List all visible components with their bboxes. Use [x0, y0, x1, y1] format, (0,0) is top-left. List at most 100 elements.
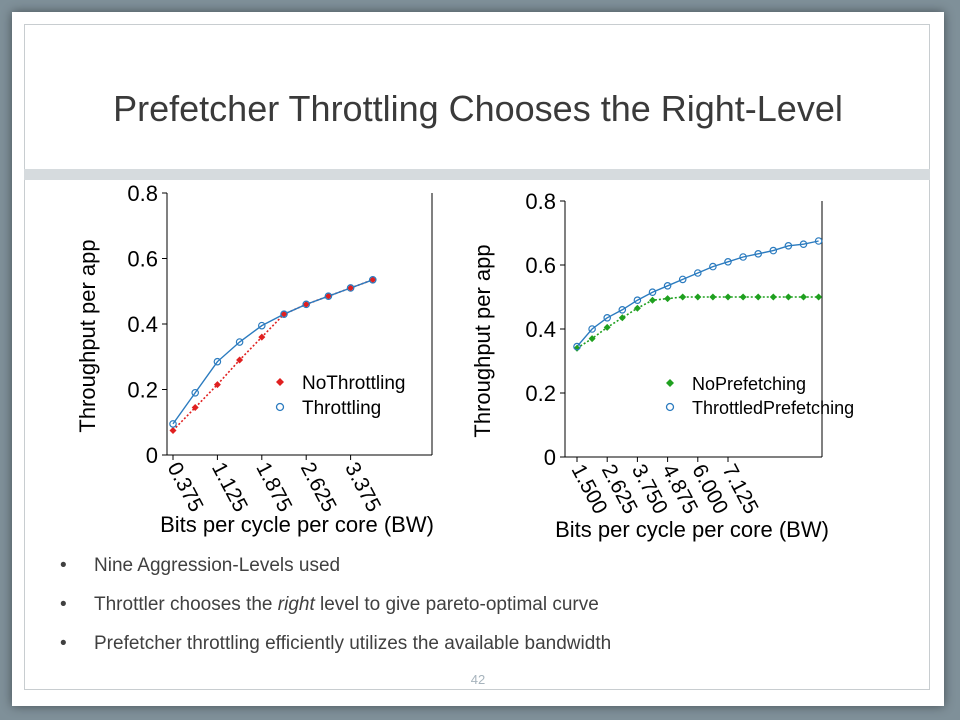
data-point: [633, 296, 642, 305]
legend-marker-nothrottling: [276, 378, 284, 386]
y-tick-label: 0.4: [525, 317, 556, 342]
legend-label-nothrottling: NoThrottling: [302, 373, 406, 394]
data-point: [709, 293, 717, 301]
bullet-text-post: level to give pareto-optimal curve: [314, 594, 599, 615]
data-point: [664, 295, 672, 303]
data-point: [814, 237, 823, 245]
chart-left-xlabel: Bits per cycle per core (BW): [160, 512, 434, 537]
data-point: [693, 269, 702, 277]
data-point: [724, 293, 732, 301]
data-point: [649, 296, 656, 304]
chart-right-y-ticks: 0 0.2 0.4 0.6 0.8: [525, 189, 565, 470]
data-point: [213, 381, 221, 389]
chart-left: Throughput per app Bits per cycle per co…: [75, 181, 434, 537]
bullet-dot: •: [60, 555, 67, 576]
x-tick-label: 0.375: [163, 459, 208, 516]
slide-frame: [24, 24, 930, 690]
chart-left-x-ticks: 0.375 1.125 1.875 2.625 3.375: [163, 455, 385, 516]
data-point: [784, 293, 792, 301]
x-tick-label: 1.125: [207, 459, 252, 516]
chart-right-legend: NoPrefetching ThrottledPrefetching: [665, 374, 854, 418]
data-point: [368, 275, 377, 284]
y-tick-label: 0.8: [127, 181, 158, 206]
legend-label-throttling: Throttling: [302, 398, 381, 419]
data-point: [588, 325, 596, 333]
legend-label-throttledprefetching: ThrottledPrefetching: [692, 398, 854, 418]
data-point: [258, 321, 266, 330]
data-point: [235, 338, 244, 346]
legend-marker-noprefetching: [666, 379, 674, 387]
slide-title: Prefetcher Throttling Chooses the Right-…: [113, 88, 843, 129]
data-point: [754, 250, 763, 258]
bullet-item: • Throttler chooses the right level to g…: [60, 593, 611, 632]
data-point: [648, 288, 657, 297]
bullet-list: • Nine Aggression-Levels used • Throttle…: [60, 554, 611, 671]
title-divider-bar: [24, 169, 930, 180]
data-point: [678, 275, 687, 284]
bullet-dot: •: [60, 633, 67, 654]
bullet-item: • Prefetcher throttling efficiently util…: [60, 632, 611, 671]
bullet-text: Nine Aggression-Levels used: [94, 555, 341, 576]
page-number: 42: [470, 672, 486, 687]
data-point: [679, 293, 687, 301]
y-tick-label: 0.6: [525, 253, 556, 278]
bullet-dot: •: [60, 594, 67, 615]
data-point: [302, 300, 310, 308]
data-point: [573, 342, 581, 351]
data-point: [258, 333, 266, 341]
data-point: [169, 426, 177, 434]
legend-marker-throttledprefetching: [665, 402, 675, 412]
data-point: [769, 293, 777, 301]
chart-right-plot: [564, 201, 823, 458]
data-point: [754, 293, 762, 301]
data-point: [191, 388, 200, 397]
legend-marker-throttling: [275, 402, 285, 412]
data-point: [324, 292, 332, 300]
y-tick-label: 0.6: [127, 247, 158, 272]
data-point: [346, 284, 355, 292]
bullet-text: Prefetcher throttling efficiently utiliz…: [94, 633, 612, 654]
y-tick-label: 0: [544, 445, 556, 470]
data-point: [724, 258, 732, 266]
y-tick-label: 0.2: [127, 378, 158, 403]
data-point: [213, 357, 222, 366]
chart-left-ylabel: Throughput per app: [75, 239, 100, 432]
data-point: [603, 313, 612, 322]
data-point: [588, 335, 596, 343]
data-point: [347, 284, 355, 292]
data-point: [369, 276, 377, 284]
legend-label-noprefetching: NoPrefetching: [692, 374, 806, 394]
data-point: [280, 310, 288, 318]
data-point: [769, 246, 778, 255]
y-tick-label: 0.8: [525, 189, 556, 214]
data-point: [799, 240, 808, 249]
charts-area: Throughput per app Bits per cycle per co…: [75, 181, 854, 542]
series-line: [172, 279, 374, 425]
data-point: [618, 305, 627, 314]
data-point: [302, 300, 311, 309]
y-tick-label: 0.2: [525, 381, 556, 406]
x-tick-label: 2.625: [296, 459, 341, 516]
x-tick-label: 1.875: [251, 459, 296, 516]
data-point: [663, 281, 672, 290]
y-tick-label: 0.4: [127, 312, 158, 337]
series-line: [576, 296, 819, 349]
data-point: [784, 242, 793, 250]
bullet-text-emphasis: right: [277, 594, 315, 615]
slide: Prefetcher Throttling Chooses the Right-…: [12, 12, 944, 706]
bullet-text-pre: Throttler chooses the: [94, 594, 278, 615]
x-tick-label: 3.375: [340, 459, 385, 516]
chart-right: Throughput per app Bits per cycle per co…: [470, 189, 854, 542]
data-point: [739, 293, 747, 301]
data-point: [324, 292, 333, 300]
data-point: [618, 314, 626, 322]
data-point: [603, 323, 611, 331]
data-point: [633, 304, 641, 312]
chart-left-legend: NoThrottling Throttling: [275, 373, 406, 419]
data-point: [169, 420, 177, 428]
chart-right-xlabel: Bits per cycle per core (BW): [555, 517, 829, 542]
data-point: [236, 356, 244, 364]
y-tick-label: 0: [146, 443, 158, 468]
data-point: [815, 293, 823, 301]
